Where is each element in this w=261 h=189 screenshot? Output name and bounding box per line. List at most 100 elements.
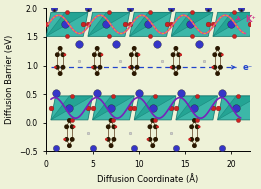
Point: [169, 9, 173, 12]
Point: [111, 118, 115, 121]
Polygon shape: [93, 96, 134, 120]
Point: [179, 91, 183, 94]
Point: [213, 53, 217, 56]
Polygon shape: [130, 12, 171, 36]
Point: [63, 138, 67, 141]
Point: [151, 106, 155, 109]
Point: [192, 106, 197, 109]
Point: [220, 146, 224, 149]
Point: [146, 138, 150, 141]
Point: [192, 144, 197, 147]
Point: [53, 66, 57, 69]
Point: [169, 132, 173, 135]
Point: [123, 23, 127, 26]
Polygon shape: [176, 96, 218, 120]
Point: [151, 144, 155, 147]
Point: [218, 53, 222, 56]
Point: [248, 23, 252, 26]
Point: [160, 60, 164, 63]
Point: [90, 66, 94, 69]
Point: [128, 106, 132, 109]
Point: [137, 53, 141, 56]
Point: [171, 66, 175, 69]
Point: [213, 66, 217, 69]
Point: [70, 125, 74, 128]
Point: [72, 125, 76, 128]
Point: [135, 66, 139, 69]
Point: [135, 53, 139, 56]
Point: [129, 66, 134, 69]
Text: e⁻: e⁻: [242, 63, 253, 72]
Point: [111, 94, 115, 97]
Point: [169, 23, 173, 26]
Point: [76, 42, 81, 45]
Polygon shape: [46, 12, 88, 36]
Point: [148, 11, 152, 14]
Point: [195, 94, 199, 97]
Point: [118, 60, 122, 63]
Point: [128, 9, 132, 12]
Point: [98, 66, 102, 69]
Point: [190, 35, 194, 38]
Point: [52, 7, 56, 10]
Point: [229, 23, 234, 26]
Point: [54, 91, 58, 94]
Point: [86, 9, 90, 12]
Point: [188, 138, 192, 141]
Point: [153, 94, 157, 97]
Point: [171, 53, 175, 56]
Polygon shape: [213, 12, 255, 36]
Point: [174, 47, 178, 50]
Point: [128, 23, 132, 26]
Point: [164, 23, 169, 26]
Polygon shape: [130, 12, 171, 36]
Polygon shape: [88, 12, 130, 36]
Point: [49, 106, 53, 109]
Point: [61, 66, 65, 69]
Polygon shape: [93, 96, 134, 120]
Point: [132, 72, 136, 75]
Point: [253, 106, 257, 109]
Point: [67, 106, 72, 109]
Point: [109, 119, 113, 122]
Point: [132, 106, 136, 109]
Point: [55, 66, 60, 69]
Point: [86, 7, 90, 10]
Point: [63, 53, 67, 56]
Point: [197, 42, 201, 45]
Point: [206, 23, 210, 26]
Point: [81, 23, 85, 26]
Point: [65, 35, 69, 38]
Point: [104, 138, 108, 141]
Polygon shape: [88, 12, 130, 36]
Point: [64, 125, 69, 128]
Polygon shape: [213, 12, 255, 36]
Point: [95, 72, 99, 75]
Point: [195, 125, 199, 128]
Point: [70, 138, 74, 141]
Point: [155, 42, 159, 45]
Point: [95, 47, 99, 50]
Point: [174, 72, 178, 75]
Point: [232, 35, 236, 38]
Point: [195, 118, 199, 121]
Point: [107, 35, 111, 38]
Point: [151, 119, 155, 122]
Point: [137, 91, 141, 94]
Point: [67, 144, 72, 147]
Point: [153, 138, 158, 141]
Polygon shape: [218, 96, 259, 120]
Point: [65, 11, 69, 14]
Point: [128, 132, 132, 135]
Point: [91, 106, 95, 109]
Point: [104, 23, 109, 26]
Point: [216, 72, 220, 75]
Point: [177, 53, 181, 56]
Point: [190, 11, 194, 14]
Point: [153, 118, 157, 121]
Point: [236, 118, 240, 121]
Point: [174, 106, 178, 109]
Polygon shape: [171, 12, 213, 36]
Point: [55, 53, 60, 56]
Point: [86, 106, 90, 109]
